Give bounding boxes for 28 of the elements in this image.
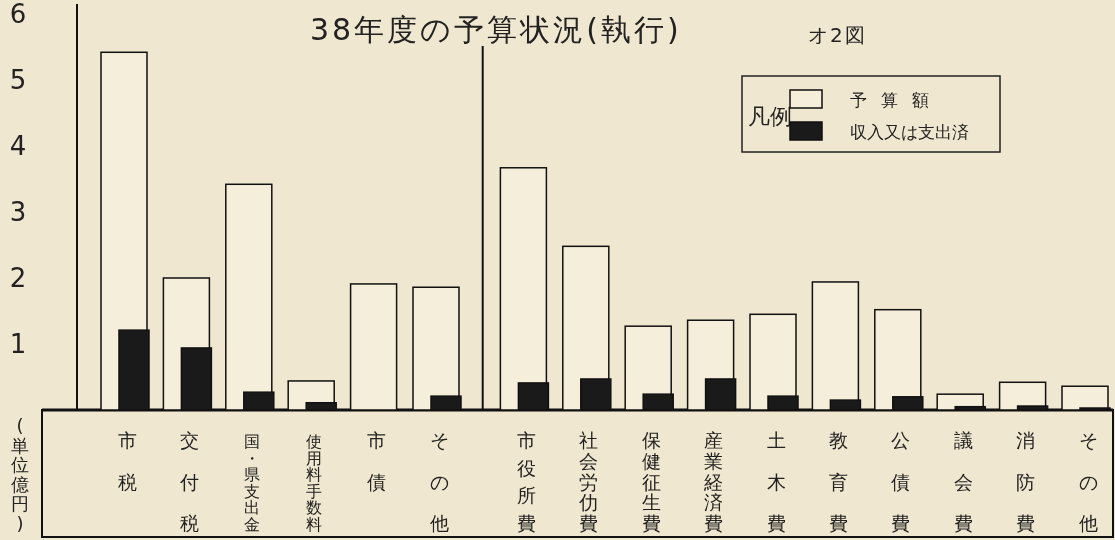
x-tick-label: 市債 <box>367 429 387 493</box>
legend-title: 凡例 <box>748 104 792 129</box>
x-tick-label: 土木費 <box>766 429 786 534</box>
y-tick-label: 5 <box>9 65 27 95</box>
y-tick-label: 1 <box>9 329 27 359</box>
text: オ2図 <box>808 23 867 47</box>
x-tick-label: その他 <box>1078 429 1098 534</box>
x-tick-label: 市役所費 <box>516 429 536 534</box>
x-tick-label: 国・県支出金 <box>243 432 260 534</box>
x-tick-label: 使用料手数料 <box>306 432 323 534</box>
y-tick-label: 6 <box>9 0 27 29</box>
x-tick-label: 交付税 <box>178 429 199 534</box>
y-tick-label: 4 <box>9 131 27 161</box>
x-tick-label: その他 <box>429 429 449 534</box>
y-axis-title: (単位億円) <box>11 415 29 534</box>
x-tick-label: 公債費 <box>891 429 911 534</box>
x-tick-label: 消防費 <box>1016 429 1036 534</box>
x-tick-label: 市税 <box>117 429 137 493</box>
x-tick-label: 社会労仂費 <box>578 429 599 534</box>
x-tick-label: 産業経済費 <box>703 429 724 534</box>
y-tick-label: 3 <box>9 197 27 227</box>
legend-label: 収入又は支出済 <box>850 122 969 142</box>
legend-label: 予算額 <box>850 90 943 110</box>
y-tick-label: 2 <box>9 263 27 293</box>
x-tick-label: 教育費 <box>828 429 848 534</box>
chart-title: 38年度の予算状況(執行) <box>310 12 682 47</box>
x-tick-label: 保健征生費 <box>641 429 661 534</box>
x-tick-label: 議会費 <box>953 429 973 534</box>
